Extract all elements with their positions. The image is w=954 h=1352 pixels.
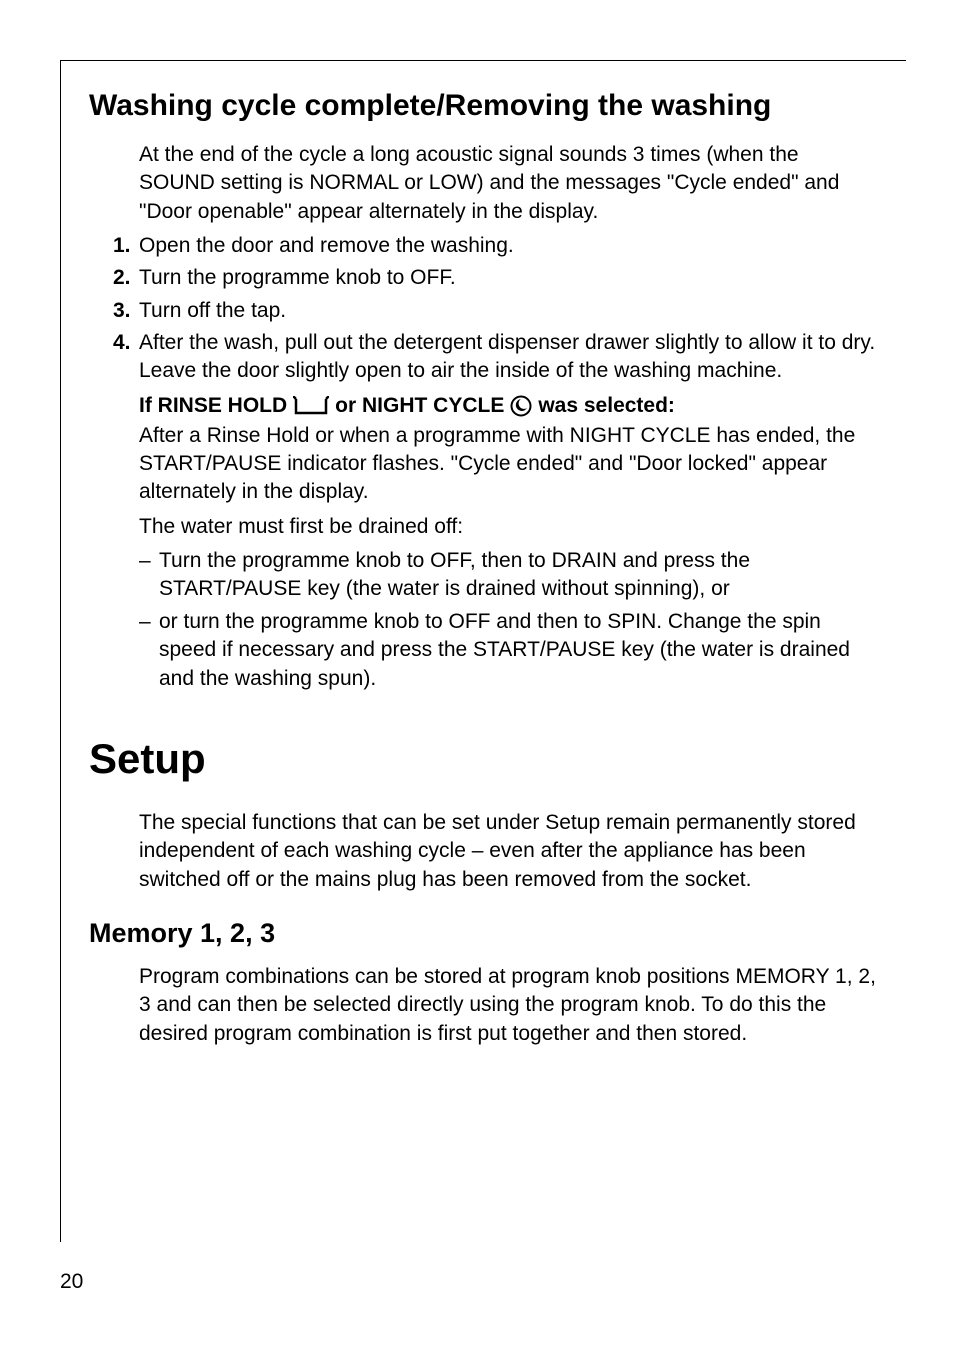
setup-heading: Setup [89, 735, 878, 783]
page-number: 20 [60, 1270, 83, 1294]
memory-heading: Memory 1, 2, 3 [89, 918, 878, 949]
dash-item-1: – Turn the programme knob to OFF, then t… [139, 547, 878, 604]
step-4: 4. After the wash, pull out the detergen… [113, 329, 878, 386]
dash-marker: – [139, 547, 159, 604]
step-number: 3. [113, 297, 139, 325]
intro-paragraph: At the end of the cycle a long acoustic … [139, 141, 878, 226]
step-number: 2. [113, 264, 139, 292]
dash-marker: – [139, 608, 159, 693]
step-3: 3. Turn off the tap. [113, 297, 878, 325]
conditional-heading: If RINSE HOLD or NIGHT CYCLE was selecte… [139, 394, 878, 418]
step-1: 1. Open the door and remove the washing. [113, 232, 878, 260]
step-text: Turn the programme knob to OFF. [139, 264, 878, 292]
dash-text: Turn the programme knob to OFF, then to … [159, 547, 878, 604]
conditional-text-1: After a Rinse Hold or when a programme w… [139, 422, 878, 507]
step-number: 4. [113, 329, 139, 386]
washing-cycle-heading: Washing cycle complete/Removing the wash… [89, 89, 878, 123]
step-2: 2. Turn the programme knob to OFF. [113, 264, 878, 292]
memory-intro: Program combinations can be stored at pr… [139, 963, 878, 1048]
conditional-heading-part3: was selected: [538, 394, 675, 418]
setup-intro: The special functions that can be set un… [139, 809, 878, 894]
night-cycle-icon [510, 395, 532, 417]
step-text: Turn off the tap. [139, 297, 878, 325]
step-text: After the wash, pull out the detergent d… [139, 329, 878, 386]
step-text: Open the door and remove the washing. [139, 232, 878, 260]
dash-text: or turn the programme knob to OFF and th… [159, 608, 878, 693]
dash-item-2: – or turn the programme knob to OFF and … [139, 608, 878, 693]
step-number: 1. [113, 232, 139, 260]
conditional-text-2: The water must first be drained off: [139, 513, 878, 541]
page-border: Washing cycle complete/Removing the wash… [60, 60, 906, 1242]
page-content: Washing cycle complete/Removing the wash… [61, 61, 906, 1082]
conditional-heading-part1: If RINSE HOLD [139, 394, 287, 418]
conditional-heading-part2: or NIGHT CYCLE [335, 394, 504, 418]
rinse-hold-icon [293, 396, 329, 416]
